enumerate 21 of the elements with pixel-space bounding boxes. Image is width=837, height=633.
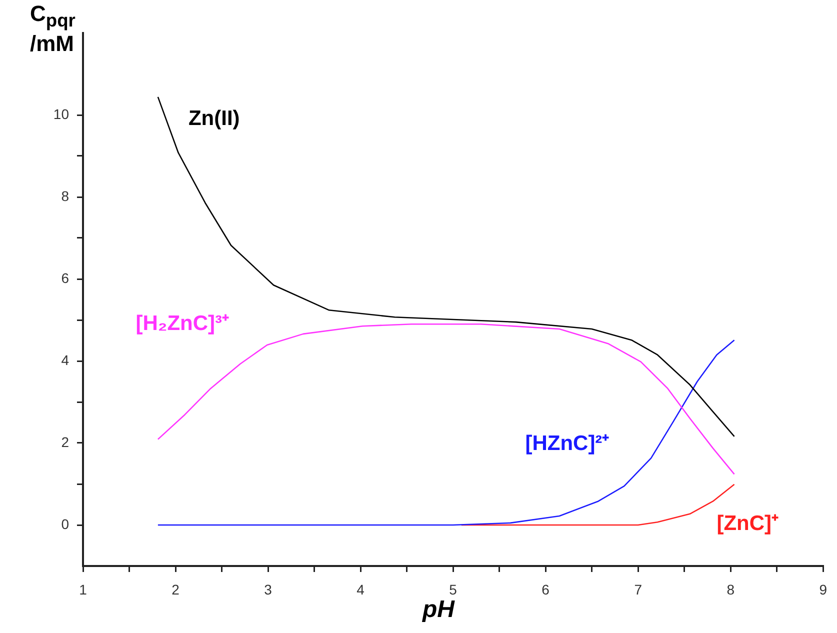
x-tick-label: 1: [79, 581, 88, 598]
y-tick-label: 8: [61, 188, 70, 204]
y-tick-label: 2: [61, 434, 70, 450]
x-tick-label: 5: [449, 581, 458, 598]
x-tick-label: 7: [634, 581, 642, 598]
x-axis-title: pH: [421, 596, 456, 624]
y-tick-label: 4: [61, 352, 70, 368]
series-label: Zn(II): [188, 106, 240, 130]
x-tick-label: 4: [356, 581, 365, 598]
series-label: [HZnC]²⁺: [525, 432, 610, 456]
y-tick-label: 10: [53, 106, 70, 122]
x-tick-label: 3: [264, 581, 272, 598]
x-tick-label: 6: [542, 581, 550, 598]
series-label: [ZnC]⁺: [716, 512, 779, 535]
y-axis-title: C$_{pqr}$ /mM: [30, 1, 76, 56]
y-tick-label: 6: [61, 270, 70, 286]
x-tick-label: 8: [726, 581, 735, 598]
x-tick-label: 2: [172, 581, 180, 598]
series-label: [H₂ZnC]³⁺: [136, 312, 230, 335]
x-tick-label: 9: [819, 581, 828, 598]
y-tick-label: 0: [61, 516, 70, 532]
